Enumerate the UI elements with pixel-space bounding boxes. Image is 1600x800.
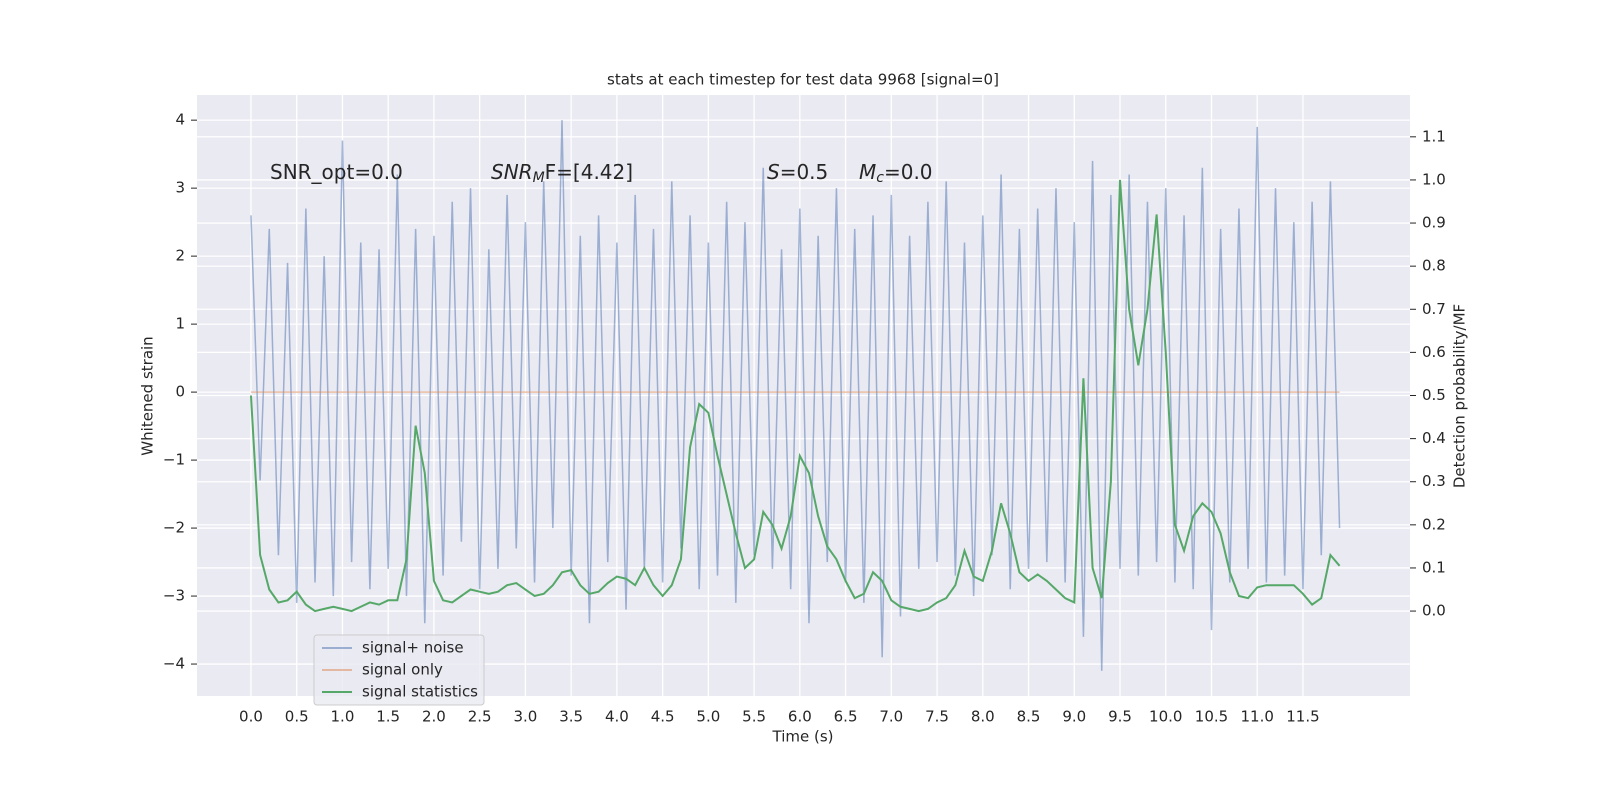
x-tick-label: 8.0 — [971, 708, 995, 726]
annotation-part: F=[4.42] — [545, 160, 633, 184]
annotation-part: =0.5 — [780, 160, 829, 184]
x-tick-label: 9.0 — [1062, 708, 1086, 726]
y-tick-label: 3 — [175, 179, 185, 197]
y-tick-label: −4 — [163, 655, 185, 673]
x-axis-label: Time (s) — [772, 728, 834, 746]
y-tick-label: −3 — [163, 587, 185, 605]
y-axis-label: Whitened strain — [139, 336, 157, 455]
x-tick-label: 5.5 — [742, 708, 766, 726]
x-tick-label: 7.5 — [925, 708, 949, 726]
y-tick-label: 4 — [175, 111, 185, 129]
x-tick-label: 0.5 — [285, 708, 309, 726]
x-tick-label: 2.5 — [468, 708, 492, 726]
annotation-part: M — [859, 160, 876, 184]
legend-label: signal only — [362, 661, 443, 679]
annotation: Mc=0.0 — [859, 160, 933, 187]
x-tick-label: 1.0 — [331, 708, 355, 726]
y2-tick-label: 0.3 — [1422, 472, 1446, 490]
y2-tick-label: 0.6 — [1422, 343, 1446, 361]
y-tick-label: 1 — [175, 315, 185, 333]
y2-tick-label: 0.2 — [1422, 515, 1446, 533]
x-tick-label: 11.0 — [1241, 708, 1274, 726]
x-tick-label: 9.5 — [1108, 708, 1132, 726]
annotation: SNRMF=[4.42] — [491, 160, 633, 187]
y2-axis-label: Detection probability/MF — [1451, 304, 1469, 488]
annotation-part: S — [767, 160, 780, 184]
legend-label: signal+ noise — [362, 639, 464, 657]
series-line — [249, 179, 1341, 613]
x-tick-label: 11.5 — [1286, 708, 1319, 726]
y-tick-label: −1 — [163, 451, 185, 469]
y2-tick-label: 0.7 — [1422, 300, 1446, 318]
y2-tick-label: 0.9 — [1422, 214, 1446, 232]
annotation-part: SNR — [491, 160, 533, 184]
x-tick-label: 5.0 — [696, 708, 720, 726]
x-tick-label: 8.5 — [1017, 708, 1041, 726]
annotation-part: c — [876, 170, 884, 186]
chart-title: stats at each timestep for test data 996… — [607, 71, 999, 89]
legend-label: signal statistics — [362, 683, 478, 701]
annotation-part: =0.0 — [884, 160, 933, 184]
y2-tick-label: 0.1 — [1422, 558, 1446, 576]
y-tick-label: −2 — [163, 519, 185, 537]
x-tick-label: 6.5 — [834, 708, 858, 726]
annotation-part: M — [533, 170, 545, 186]
annotation-part: SNR_opt=0.0 — [270, 160, 403, 184]
y2-tick-label: 0.5 — [1422, 386, 1446, 404]
y2-tick-label: 0.4 — [1422, 429, 1446, 447]
y-tick-label: 2 — [175, 247, 185, 265]
x-tick-label: 10.5 — [1195, 708, 1228, 726]
x-tick-label: 1.5 — [376, 708, 400, 726]
series-line — [250, 120, 1341, 671]
legend-box — [313, 634, 485, 706]
y2-tick-label: 1.0 — [1422, 170, 1446, 188]
x-tick-label: 4.0 — [605, 708, 629, 726]
y-tick-label: 0 — [175, 383, 185, 401]
x-tick-label: 4.5 — [651, 708, 675, 726]
x-tick-label: 0.0 — [239, 708, 263, 726]
x-tick-label: 6.0 — [788, 708, 812, 726]
x-tick-label: 3.5 — [559, 708, 583, 726]
x-tick-label: 2.0 — [422, 708, 446, 726]
y2-tick-label: 0.8 — [1422, 257, 1446, 275]
y2-tick-label: 1.1 — [1422, 127, 1446, 145]
x-tick-label: 3.0 — [513, 708, 537, 726]
y2-tick-label: 0.0 — [1422, 602, 1446, 620]
annotation: SNR_opt=0.0 — [270, 160, 403, 184]
x-tick-label: 7.0 — [879, 708, 903, 726]
annotation: S=0.5 — [767, 160, 828, 184]
x-tick-label: 10.0 — [1149, 708, 1182, 726]
